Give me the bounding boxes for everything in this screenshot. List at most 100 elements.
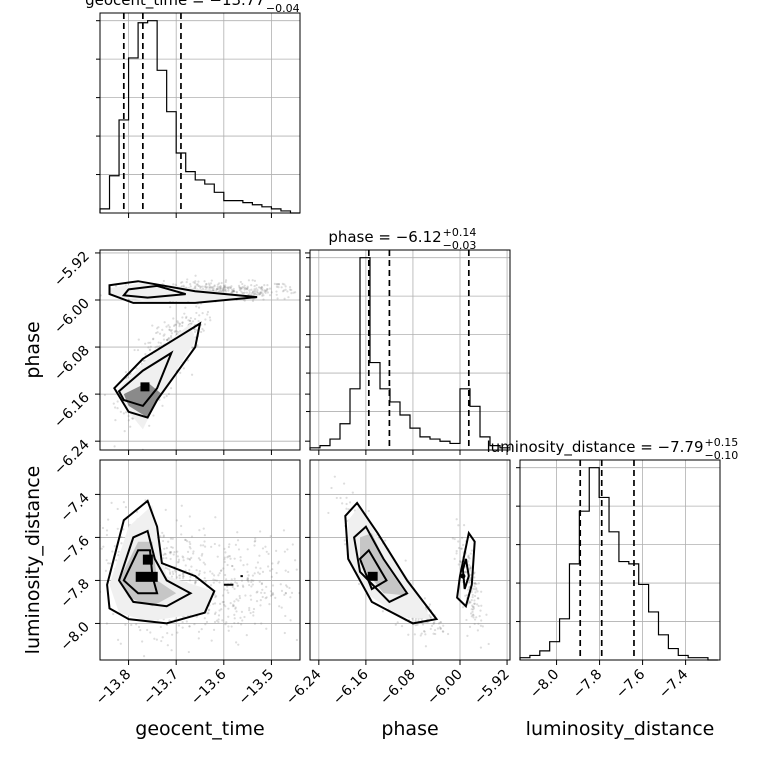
sample-point — [184, 538, 187, 542]
sample-point — [92, 553, 94, 555]
sample-point — [230, 288, 234, 291]
sample-point — [468, 600, 471, 603]
sample-point — [263, 591, 266, 595]
sample-point — [283, 550, 286, 553]
sample-point — [179, 371, 182, 374]
sample-point — [177, 558, 181, 561]
sample-point — [468, 577, 471, 580]
sample-point — [416, 623, 419, 626]
sample-point — [198, 572, 201, 575]
sample-point — [223, 286, 226, 289]
sample-point — [181, 626, 184, 629]
sample-point — [170, 545, 173, 549]
sample-point — [286, 290, 289, 293]
sample-point — [290, 292, 293, 295]
sample-point — [193, 281, 197, 285]
sample-point — [439, 621, 443, 624]
sample-point — [472, 582, 475, 585]
sample-point — [251, 574, 255, 577]
sample-point — [453, 537, 456, 541]
sample-point — [163, 321, 166, 324]
sample-point — [469, 565, 472, 568]
sample-point — [469, 579, 472, 582]
sample-point — [223, 588, 226, 591]
sample-point — [199, 286, 202, 290]
sample-point — [461, 606, 465, 609]
sample-point — [166, 339, 169, 342]
sample-point — [188, 579, 191, 582]
sample-point — [239, 616, 242, 619]
sample-point — [181, 573, 184, 576]
sample-point — [240, 610, 244, 613]
sample-point — [227, 615, 230, 618]
sample-point — [259, 567, 262, 570]
sample-point — [305, 562, 307, 564]
sample-point — [227, 607, 230, 610]
sample-point — [210, 545, 213, 548]
sample-point — [253, 292, 256, 295]
sample-point — [289, 596, 292, 599]
sample-point — [157, 341, 160, 344]
sample-point — [195, 311, 198, 315]
sample-point — [219, 569, 223, 572]
sample-point — [222, 284, 226, 287]
sample-point — [237, 621, 240, 625]
sample-point — [204, 580, 208, 583]
sample-point — [470, 608, 473, 611]
sample-point — [165, 557, 168, 560]
sample-point — [470, 549, 474, 552]
sample-point — [345, 496, 348, 499]
y-tick-label: −7.8 — [57, 576, 92, 611]
sample-point — [195, 283, 198, 286]
sample-point — [308, 552, 310, 554]
sample-point — [175, 519, 178, 522]
sample-point — [155, 331, 158, 335]
sample-point — [282, 289, 286, 292]
y-tick-label: −6.08 — [51, 343, 93, 385]
sample-point — [177, 624, 181, 627]
sample-point — [162, 553, 165, 557]
sample-point — [186, 278, 189, 281]
sample-point — [120, 535, 123, 539]
sample-point — [178, 322, 181, 325]
sample-point — [172, 283, 175, 286]
sample-point — [343, 539, 346, 542]
sample-point — [170, 575, 174, 578]
sample-point — [194, 274, 197, 277]
sample-point — [188, 568, 191, 572]
sample-point — [235, 598, 238, 601]
sample-point — [164, 566, 167, 570]
sample-point — [251, 279, 254, 282]
sample-point — [195, 305, 198, 308]
sample-point — [246, 577, 249, 580]
sample-point — [185, 620, 188, 623]
sample-point — [263, 290, 266, 293]
sample-point — [476, 603, 479, 606]
sample-point — [218, 609, 221, 612]
sample-point — [461, 536, 464, 539]
sample-point — [304, 568, 306, 570]
sample-point — [259, 286, 262, 290]
sample-point — [345, 502, 348, 506]
sample-point — [193, 328, 197, 331]
sample-point — [124, 371, 128, 374]
sample-point — [111, 550, 114, 553]
sample-point — [312, 553, 314, 555]
sample-point — [165, 338, 169, 342]
sample-point — [475, 582, 478, 586]
sample-point — [212, 287, 215, 291]
panel-phase-vs-luminosity_distance — [309, 459, 511, 661]
density-peak — [140, 382, 150, 392]
sample-point — [315, 599, 317, 601]
y-tick-label: −7.4 — [57, 490, 92, 525]
sample-point — [218, 289, 221, 292]
sample-point — [170, 336, 173, 339]
sample-point — [95, 603, 97, 605]
sample-point — [217, 620, 220, 624]
sample-point — [232, 290, 236, 293]
sample-point — [179, 281, 183, 284]
sample-point — [169, 557, 172, 561]
sample-point — [290, 288, 293, 292]
contour-inner — [358, 548, 388, 591]
sample-point — [248, 583, 251, 587]
